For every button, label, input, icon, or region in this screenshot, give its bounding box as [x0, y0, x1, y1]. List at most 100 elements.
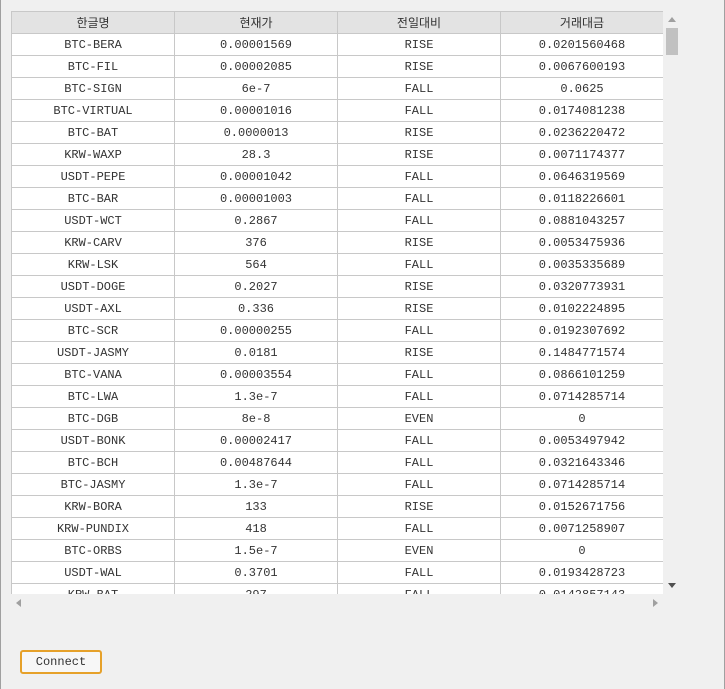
table-row[interactable]: BTC-JASMY 1.3e-7 FALL 0.0714285714	[11, 473, 663, 496]
cell-trade-volume: 0.0625	[500, 77, 663, 100]
table-row[interactable]: USDT-AXL 0.336 RISE 0.0102224895	[11, 297, 663, 320]
cell-current-price: 0.00001042	[174, 165, 338, 188]
cell-current-price: 8e-8	[174, 407, 338, 430]
table-row[interactable]: BTC-BCH 0.00487644 FALL 0.0321643346	[11, 451, 663, 474]
cell-trade-volume: 0.0236220472	[500, 121, 663, 144]
cell-korean-name: KRW-CARV	[11, 231, 175, 254]
column-header-change[interactable]: 전일대비	[337, 11, 501, 34]
cell-korean-name: BTC-BERA	[11, 33, 175, 56]
table-row[interactable]: BTC-BAT 0.0000013 RISE 0.0236220472	[11, 121, 663, 144]
cell-trade-volume: 0.0067600193	[500, 55, 663, 78]
cell-korean-name: USDT-JASMY	[11, 341, 175, 364]
cell-change: FALL	[337, 319, 501, 342]
table-row[interactable]: USDT-DOGE 0.2027 RISE 0.0320773931	[11, 275, 663, 298]
table-row[interactable]: USDT-PEPE 0.00001042 FALL 0.0646319569	[11, 165, 663, 188]
cell-korean-name: USDT-PEPE	[11, 165, 175, 188]
market-data-grid[interactable]: 한글명 현재가 전일대비 거래대금 BTC-BERA 0.00001569 RISE…	[11, 11, 663, 594]
cell-current-price: 0.00002417	[174, 429, 338, 452]
table-row[interactable]: BTC-FIL 0.00002085 RISE 0.0067600193	[11, 55, 663, 78]
cell-trade-volume: 0.1484771574	[500, 341, 663, 364]
market-table: 한글명 현재가 전일대비 거래대금 BTC-BERA 0.00001569 RISE…	[11, 11, 663, 594]
cell-trade-volume: 0	[500, 539, 663, 562]
cell-change: FALL	[337, 473, 501, 496]
cell-change: FALL	[337, 99, 501, 122]
cell-current-price: 0.0000013	[174, 121, 338, 144]
header-row: 한글명 현재가 전일대비 거래대금	[11, 11, 663, 34]
cell-change: RISE	[337, 341, 501, 364]
cell-change: FALL	[337, 517, 501, 540]
connect-button[interactable]: Connect	[20, 650, 102, 674]
cell-korean-name: BTC-VIRTUAL	[11, 99, 175, 122]
table-row[interactable]: BTC-BERA 0.00001569 RISE 0.0201560468	[11, 33, 663, 56]
cell-trade-volume: 0.0071258907	[500, 517, 663, 540]
cell-change: RISE	[337, 33, 501, 56]
table-row[interactable]: BTC-SIGN 6e-7 FALL 0.0625	[11, 77, 663, 100]
cell-trade-volume: 0.0866101259	[500, 363, 663, 386]
cell-trade-volume: 0.0201560468	[500, 33, 663, 56]
cell-korean-name: BTC-ORBS	[11, 539, 175, 562]
cell-korean-name: BTC-JASMY	[11, 473, 175, 496]
table-row[interactable]: KRW-BAT297FALL0.0142857143	[11, 583, 663, 594]
table-row[interactable]: BTC-ORBS 1.5e-7 EVEN 0	[11, 539, 663, 562]
cell-trade-volume: 0.0152671756	[500, 495, 663, 518]
table-row[interactable]: BTC-VIRTUAL 0.00001016 FALL 0.0174081238	[11, 99, 663, 122]
scroll-up-arrow-icon[interactable]	[668, 17, 676, 22]
cell-trade-volume: 0.0714285714	[500, 385, 663, 408]
table-row[interactable]: KRW-LSK 564 FALL 0.0035335689	[11, 253, 663, 276]
cell-korean-name: USDT-WCT	[11, 209, 175, 232]
table-row[interactable]: USDT-BONK 0.00002417 FALL 0.0053497942	[11, 429, 663, 452]
table-row[interactable]: KRW-WAXP 28.3 RISE 0.0071174377	[11, 143, 663, 166]
table-row[interactable]: BTC-BAR 0.00001003 FALL 0.0118226601	[11, 187, 663, 210]
cell-trade-volume: 0.0321643346	[500, 451, 663, 474]
cell-korean-name: USDT-DOGE	[11, 275, 175, 298]
cell-trade-volume: 0.0071174377	[500, 143, 663, 166]
cell-korean-name: BTC-BAR	[11, 187, 175, 210]
table-row[interactable]: USDT-JASMY 0.0181 RISE 0.1484771574	[11, 341, 663, 364]
cell-change: FALL	[337, 77, 501, 100]
table-row[interactable]: KRW-BORA 133 RISE 0.0152671756	[11, 495, 663, 518]
cell-trade-volume: 0.0118226601	[500, 187, 663, 210]
cell-change: FALL	[337, 209, 501, 232]
cell-current-price: 0.00003554	[174, 363, 338, 386]
table-row[interactable]: USDT-WCT 0.2867 FALL 0.0881043257	[11, 209, 663, 232]
cell-korean-name: KRW-WAXP	[11, 143, 175, 166]
cell-korean-name: KRW-BORA	[11, 495, 175, 518]
cell-change: EVEN	[337, 539, 501, 562]
cell-change: RISE	[337, 495, 501, 518]
cell-trade-volume: 0.0881043257	[500, 209, 663, 232]
table-row[interactable]: USDT-WAL 0.3701 FALL 0.0193428723	[11, 561, 663, 584]
table-row[interactable]: KRW-CARV 376 RISE 0.0053475936	[11, 231, 663, 254]
table-row[interactable]: BTC-LWA 1.3e-7 FALL 0.0714285714	[11, 385, 663, 408]
cell-current-price: 6e-7	[174, 77, 338, 100]
vertical-scrollbar[interactable]	[663, 11, 681, 594]
cell-current-price: 0.00001003	[174, 187, 338, 210]
cell-korean-name: BTC-SIGN	[11, 77, 175, 100]
cell-korean-name: BTC-DGB	[11, 407, 175, 430]
column-header-trade-volume[interactable]: 거래대금	[500, 11, 663, 34]
cell-trade-volume: 0.0174081238	[500, 99, 663, 122]
table-row[interactable]: BTC-SCR 0.00000255 FALL 0.0192307692	[11, 319, 663, 342]
column-header-korean-name[interactable]: 한글명	[11, 11, 175, 34]
scroll-right-arrow-icon[interactable]	[653, 599, 658, 607]
cell-change: FALL	[337, 187, 501, 210]
cell-korean-name: USDT-AXL	[11, 297, 175, 320]
table-row[interactable]: BTC-DGB 8e-8 EVEN 0	[11, 407, 663, 430]
cell-trade-volume: 0	[500, 407, 663, 430]
cell-current-price: 0.00001016	[174, 99, 338, 122]
column-header-current-price[interactable]: 현재가	[174, 11, 338, 34]
cell-change: RISE	[337, 231, 501, 254]
cell-change: FALL	[337, 165, 501, 188]
cell-current-price: 0.00487644	[174, 451, 338, 474]
vertical-scroll-thumb[interactable]	[666, 28, 678, 55]
cell-korean-name: BTC-VANA	[11, 363, 175, 386]
table-row[interactable]: KRW-PUNDIX 418 FALL 0.0071258907	[11, 517, 663, 540]
cell-korean-name: KRW-BAT	[11, 583, 175, 594]
scroll-down-arrow-icon[interactable]	[668, 583, 676, 588]
cell-change: FALL	[337, 583, 501, 594]
cell-current-price: 418	[174, 517, 338, 540]
cell-change: RISE	[337, 275, 501, 298]
horizontal-scrollbar[interactable]	[11, 594, 663, 611]
cell-trade-volume: 0.0193428723	[500, 561, 663, 584]
table-row[interactable]: BTC-VANA 0.00003554 FALL 0.0866101259	[11, 363, 663, 386]
scroll-left-arrow-icon[interactable]	[16, 599, 21, 607]
